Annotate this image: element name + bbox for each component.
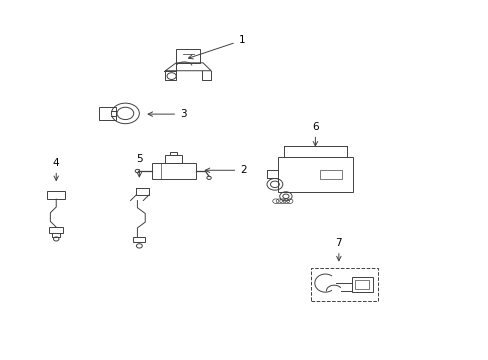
Text: 3: 3: [148, 109, 186, 119]
Text: 5: 5: [136, 154, 142, 177]
Bar: [311, 268, 377, 301]
Bar: [151, 163, 195, 179]
Bar: [319, 170, 341, 179]
Bar: [164, 155, 182, 163]
Bar: [351, 276, 372, 292]
Bar: [277, 157, 352, 192]
Text: 1: 1: [188, 35, 245, 59]
Bar: [133, 237, 145, 242]
Bar: [176, 49, 200, 63]
Text: 7: 7: [335, 238, 342, 261]
Text: 4: 4: [53, 158, 60, 180]
Text: 2: 2: [205, 165, 246, 175]
Bar: [47, 191, 65, 199]
Text: 6: 6: [311, 122, 318, 146]
Bar: [99, 107, 116, 120]
Bar: [170, 152, 177, 155]
Bar: [49, 227, 63, 233]
Bar: [355, 280, 368, 289]
